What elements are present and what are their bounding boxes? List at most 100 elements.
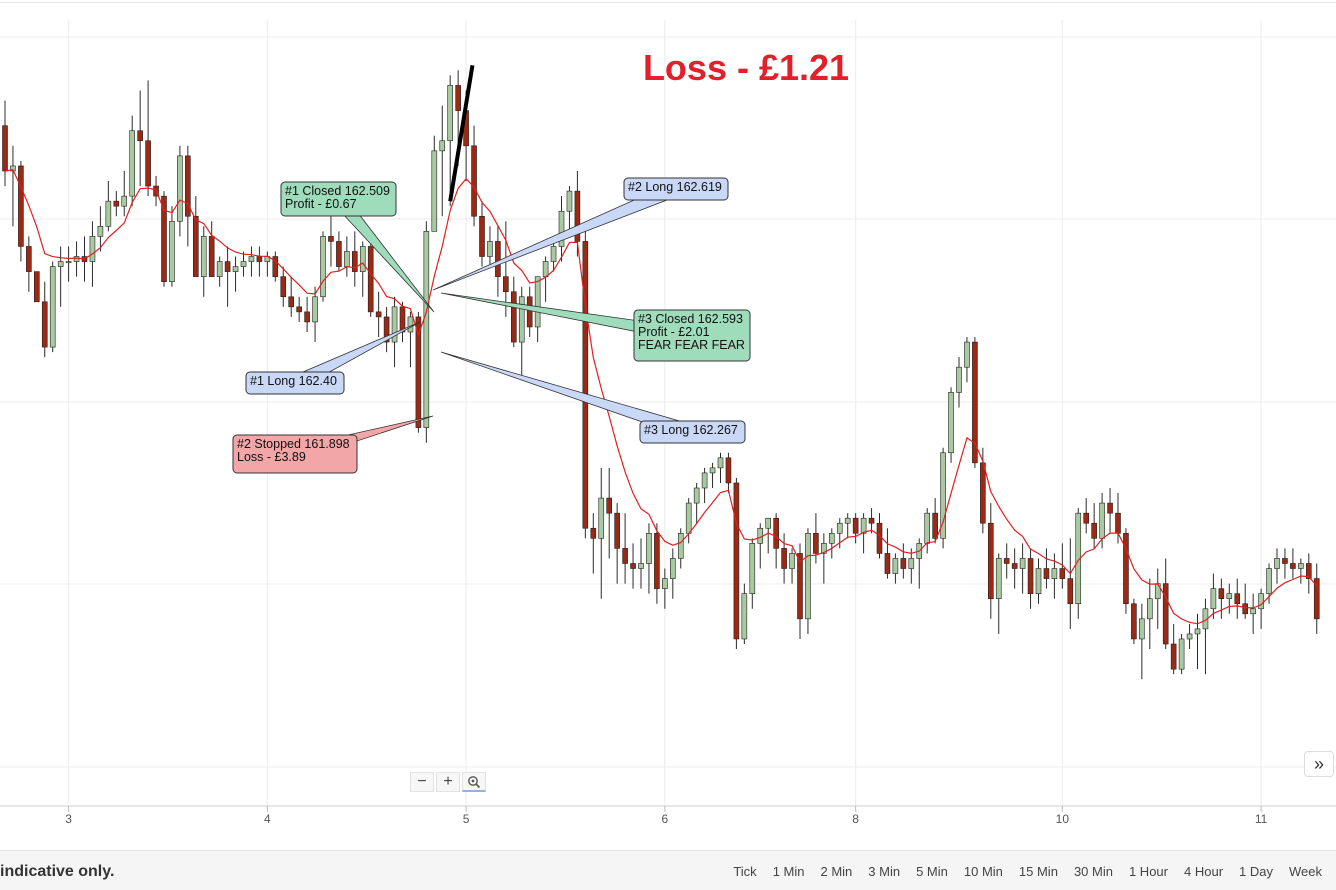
candle [821,533,827,584]
candle [757,523,764,569]
timeframe-tick[interactable]: Tick [733,864,757,879]
candle [280,266,287,307]
candle [296,296,302,322]
chart-grid [0,20,1336,806]
candle [407,311,414,368]
candle [1186,623,1193,650]
timeframe-5-min[interactable]: 5 Min [916,864,948,879]
candle [264,251,271,277]
candle [248,246,255,277]
candle [709,462,716,488]
candle [908,548,915,584]
candle [1234,578,1241,619]
callout-ann4: #1 Long 162.40 [245,321,421,395]
candle [749,538,756,609]
candle [813,513,819,564]
candle [1091,503,1097,549]
candle [606,467,613,559]
candle [797,543,803,639]
x-tick-label: 5 [463,812,470,826]
candle [320,231,326,302]
timeframe-30-min[interactable]: 30 Min [1073,864,1113,879]
candle [161,191,167,287]
zoom-in-button[interactable]: + [436,772,460,792]
candle [41,281,48,358]
candle [367,236,374,317]
candle [940,447,946,549]
candle [677,528,684,569]
candle [431,135,438,232]
candle [765,517,772,554]
candle [669,548,676,599]
candle [105,181,112,232]
candle [654,523,660,604]
candle [487,226,493,267]
candle [304,296,310,332]
candle [471,125,477,227]
candle [725,452,732,494]
candle [1202,598,1209,675]
candle [701,467,708,504]
callout-text: #3 Long 162.267 [644,423,738,437]
candle [518,286,525,378]
x-tick-label: 4 [264,812,271,826]
timeframe-selector: Tick 1 Min 2 Min 3 Min 5 Min 10 Min 15 Min 30 M… [725,864,1330,879]
timeframe-week[interactable]: Week [1289,864,1322,879]
candle [10,145,16,227]
callout-text: Profit - £2.01 [638,325,710,339]
candle [391,296,398,368]
zoom-out-button[interactable]: − [410,772,434,792]
timeframe-1-hour[interactable]: 1 Hour [1128,864,1168,879]
timeframe-1-day[interactable]: 1 Day [1239,864,1273,879]
candle [924,508,931,554]
footer-bar: indicative only. Tick 1 Min 2 Min 3 Min 5 Mi… [0,850,1336,890]
candle [773,513,779,569]
callout-text: Loss - £3.89 [237,450,306,464]
timeframe-2-min[interactable]: 2 Min [820,864,853,879]
candle [1011,548,1018,589]
candle [1290,548,1296,579]
trend-line [448,64,475,202]
candle [956,357,962,408]
candle [614,503,620,584]
disclaimer-text: indicative only. [0,863,115,880]
candle [972,337,978,468]
candle [97,206,104,252]
candle [805,528,811,634]
timeframe-15-min[interactable]: 15 Min [1018,864,1058,879]
candle [1147,578,1153,650]
candle [590,513,597,574]
candle [359,241,366,297]
callout-text: #1 Closed 162.509 [285,184,390,198]
timeframe-4-hour[interactable]: 4 Hour [1184,864,1224,879]
candle [224,246,231,307]
candle [630,543,636,589]
callout-text: #2 Stopped 161.898 [237,437,350,451]
scroll-right-button[interactable]: » [1304,751,1334,777]
candle [33,271,40,303]
zoom-controls: − + [410,772,486,792]
x-tick-label: 6 [662,812,669,826]
candle [145,80,151,197]
candle [1226,583,1233,614]
headline-loss: Loss - £1.21 [643,47,849,88]
candle [18,160,24,262]
timeframe-3-min[interactable]: 3 Min [868,864,901,879]
candle [479,201,485,267]
candle [73,241,80,277]
candle [916,538,923,589]
x-tick-label: 3 [65,812,72,826]
candle [1282,548,1288,579]
candle [1131,598,1137,644]
candle [423,221,430,443]
candle [1035,558,1042,604]
candle [1242,583,1248,619]
zoom-reset-button[interactable] [462,772,486,792]
candle [932,498,938,544]
candle [789,548,795,584]
timeframe-10-min[interactable]: 10 Min [963,864,1003,879]
candle [1306,553,1312,594]
timeframe-1-min[interactable]: 1 Min [772,864,805,879]
